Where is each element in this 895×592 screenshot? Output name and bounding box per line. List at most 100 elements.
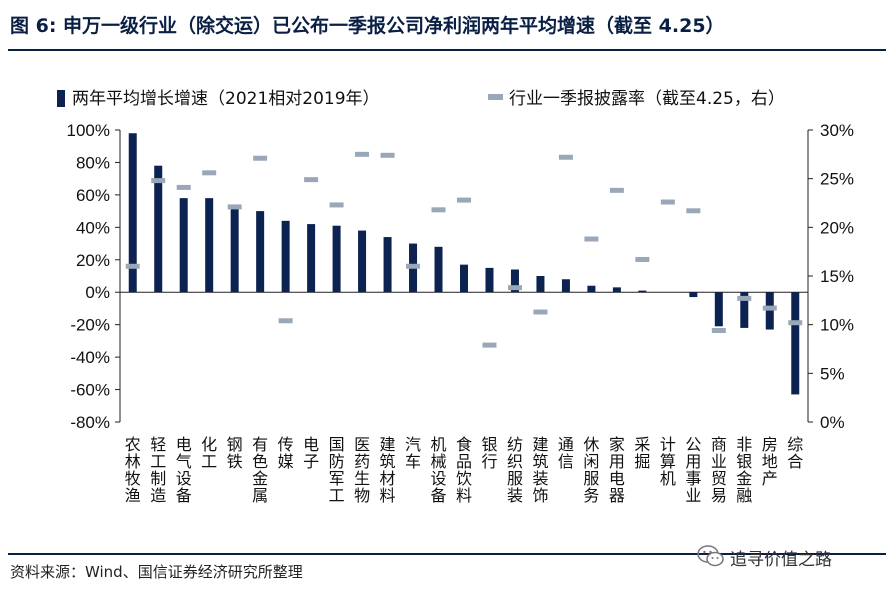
title-rule xyxy=(8,49,886,51)
bar xyxy=(358,230,367,293)
marker-point xyxy=(176,184,191,190)
left-tick-label: 100% xyxy=(67,121,110,140)
marker-point xyxy=(711,328,726,334)
left-tick-label: 40% xyxy=(76,218,110,237)
bar xyxy=(485,267,494,293)
right-tick-label: 15% xyxy=(820,267,854,286)
bar xyxy=(740,292,749,328)
bar xyxy=(307,224,316,293)
marker-series xyxy=(125,151,803,348)
marker-point xyxy=(584,236,599,242)
category-label: 房地产 xyxy=(762,435,778,488)
bar xyxy=(765,292,774,330)
bar xyxy=(154,165,163,293)
chart: 两年平均增长增速（2021相对2019年） 行业一季报披露率（截至4.25，右）… xyxy=(57,89,854,505)
category-label: 建筑材料 xyxy=(380,435,396,505)
category-label: 休闲服务 xyxy=(583,435,599,505)
marker-point xyxy=(253,155,268,161)
marker-point xyxy=(507,285,522,291)
marker-point xyxy=(762,305,777,311)
bar-series xyxy=(120,133,808,395)
marker-point xyxy=(406,263,421,269)
bar xyxy=(638,290,647,293)
marker-point xyxy=(380,152,395,158)
marker-point xyxy=(660,199,675,205)
bar xyxy=(256,211,265,293)
category-label: 电子 xyxy=(303,435,319,471)
marker-point xyxy=(329,202,344,208)
category-label: 有色金属 xyxy=(252,435,268,505)
category-label: 食品饮料 xyxy=(456,435,472,505)
left-tick-label: -20% xyxy=(70,316,110,335)
bar xyxy=(587,285,596,293)
left-tick-label: 0% xyxy=(85,283,110,302)
marker-point xyxy=(457,197,471,203)
right-tick-label: 30% xyxy=(820,121,854,140)
watermark-text: 追寻价值之路 xyxy=(730,550,832,570)
bar xyxy=(281,220,290,293)
bar xyxy=(536,276,545,293)
marker-point xyxy=(635,256,650,262)
marker-point xyxy=(431,207,446,213)
bar xyxy=(460,264,468,293)
category-label: 钢铁 xyxy=(227,435,243,471)
left-tick-label: -40% xyxy=(70,348,110,367)
marker-point xyxy=(482,342,497,348)
bar xyxy=(128,133,137,293)
category-label: 银行 xyxy=(481,435,497,471)
legend-marker-swatch xyxy=(488,94,503,100)
legend-bar-label: 两年平均增长增速（2021相对2019年） xyxy=(72,89,380,109)
category-label: 商业贸易 xyxy=(711,435,727,505)
bar xyxy=(179,198,188,293)
bar xyxy=(332,225,341,293)
right-tick-label: 10% xyxy=(820,316,854,335)
footer-rule xyxy=(8,553,886,555)
marker-point xyxy=(304,177,319,183)
chart-title: 图 6: 申万一级行业（除交运）已公布一季报公司净利润两年平均增速（截至 4.2… xyxy=(10,15,725,37)
left-tick-label: -80% xyxy=(70,413,110,432)
category-label: 非银金融 xyxy=(736,435,752,505)
category-label: 传媒 xyxy=(278,435,294,471)
marker-point xyxy=(533,309,548,315)
category-label: 汽车 xyxy=(405,435,421,471)
right-tick-label: 0% xyxy=(820,413,845,432)
category-label: 轻工制造 xyxy=(150,435,166,505)
bar xyxy=(510,269,519,293)
marker-point xyxy=(355,151,370,157)
category-label: 采掘 xyxy=(634,435,650,471)
marker-point xyxy=(788,320,803,326)
marker-point xyxy=(609,187,624,193)
right-axis: 0% 5% 10% 15% 20% 25% 30% xyxy=(807,121,854,432)
category-label: 通信 xyxy=(558,435,574,471)
marker-point xyxy=(278,318,293,324)
bar xyxy=(689,292,698,298)
category-label: 国防军工 xyxy=(329,435,345,505)
category-label: 化工 xyxy=(201,435,217,471)
right-tick-label: 5% xyxy=(820,364,845,383)
left-tick-label: 60% xyxy=(76,186,110,205)
category-label: 纺织服装 xyxy=(507,435,523,505)
marker-point xyxy=(125,263,140,269)
wechat-icon xyxy=(697,545,724,567)
right-tick-label: 25% xyxy=(820,170,854,189)
marker-point xyxy=(227,204,242,210)
source-note: 资料来源：Wind、国信证券经济研究所整理 xyxy=(10,563,303,581)
category-label: 家用电器 xyxy=(609,435,625,505)
marker-point xyxy=(737,295,752,301)
bar xyxy=(714,292,723,327)
category-label: 计算机 xyxy=(660,435,676,488)
left-tick-label: 20% xyxy=(76,251,110,270)
left-tick-label: -60% xyxy=(70,381,110,400)
category-label: 公用事业 xyxy=(685,435,701,505)
bar xyxy=(205,198,214,293)
marker-point xyxy=(558,154,573,160)
marker-point xyxy=(686,208,701,214)
bar xyxy=(561,279,570,293)
bar xyxy=(791,292,800,395)
category-label: 综合 xyxy=(787,435,803,471)
title-bar: 图 6: 申万一级行业（除交运）已公布一季报公司净利润两年平均增速（截至 4.2… xyxy=(0,0,895,44)
category-label: 医药生物 xyxy=(354,435,370,505)
bar xyxy=(434,246,443,293)
left-tick-label: 80% xyxy=(76,153,110,172)
legend: 两年平均增长增速（2021相对2019年） 行业一季报披露率（截至4.25，右） xyxy=(57,89,785,109)
